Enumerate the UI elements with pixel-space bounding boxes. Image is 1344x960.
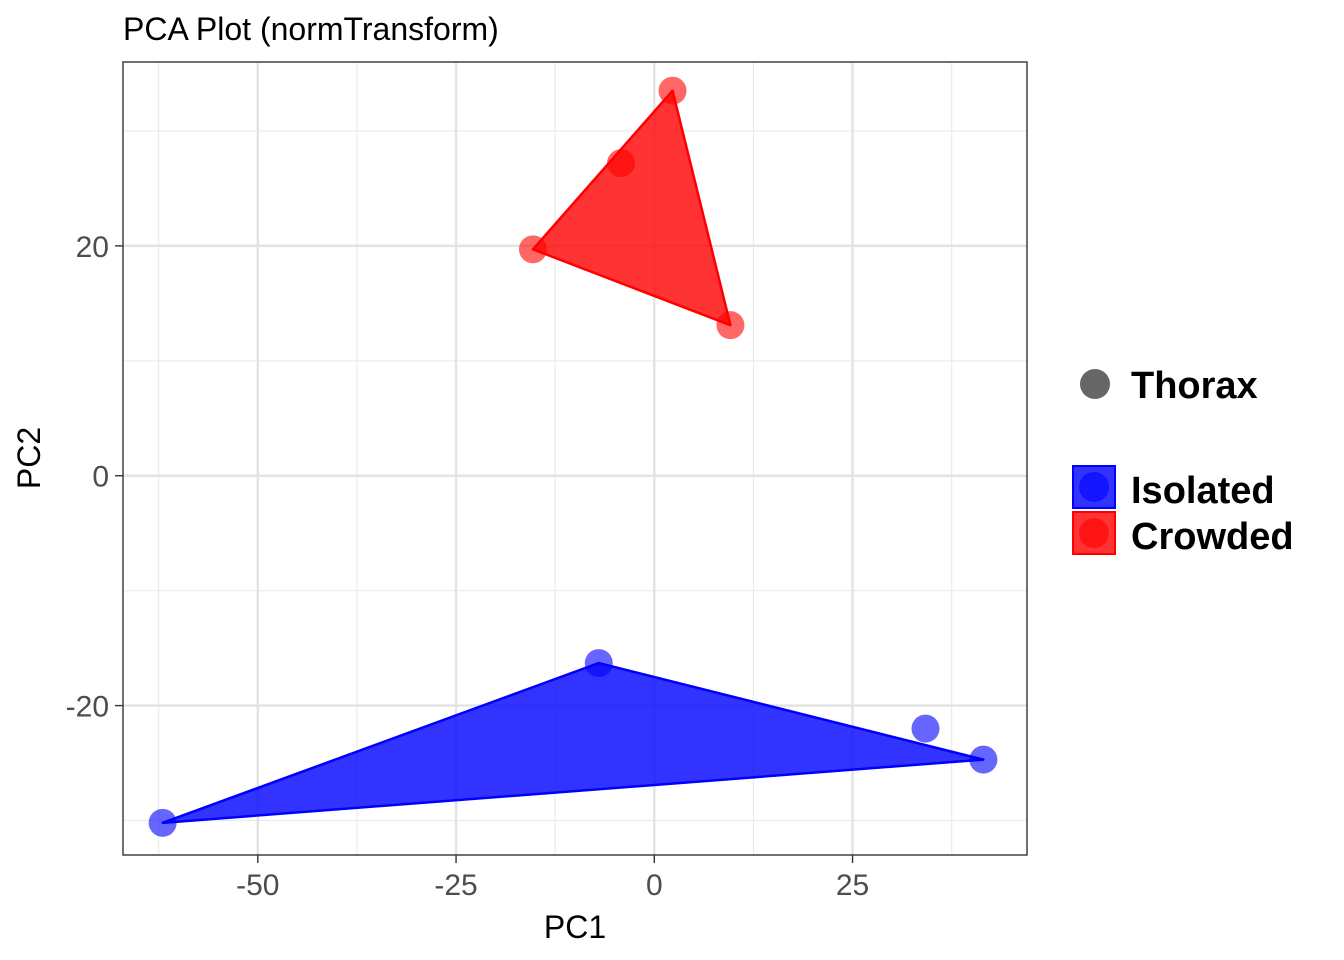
- legend-label-thorax: Thorax: [1131, 365, 1258, 407]
- data-point-crowded: [658, 76, 687, 105]
- group-hulls: [161, 89, 985, 825]
- y-axis-ticks: -20 0 20: [66, 231, 123, 724]
- legend-label-isolated: Isolated: [1131, 470, 1275, 512]
- legend-shape-key: [1080, 369, 1110, 399]
- legend-key-dot-isolated: [1079, 472, 1109, 502]
- data-point-isolated: [969, 745, 998, 774]
- x-tick-label: 0: [646, 869, 663, 902]
- plot-panel-border: [122, 61, 1028, 856]
- hull-crowded: [531, 89, 732, 327]
- x-tick-label: -50: [236, 869, 279, 902]
- y-axis-title: PC2: [11, 427, 47, 489]
- legend-key-dot-crowded: [1079, 518, 1109, 548]
- x-axis-ticks: -50 -25 0 25: [236, 855, 869, 902]
- hull-isolated: [161, 661, 985, 825]
- y-tick-label: 0: [92, 461, 109, 494]
- data-point-crowded: [606, 149, 635, 178]
- x-tick-label: 25: [836, 869, 869, 902]
- legend: Thorax Isolated Crowded: [1072, 365, 1294, 558]
- legend-label-crowded: Crowded: [1131, 516, 1294, 558]
- data-point-isolated: [911, 714, 940, 743]
- minor-gridlines: [123, 62, 1027, 855]
- data-point-isolated: [148, 808, 177, 837]
- data-point-isolated: [584, 649, 613, 678]
- chart-title: PCA Plot (normTransform): [123, 11, 499, 47]
- y-tick-label: -20: [66, 691, 109, 724]
- y-tick-label: 20: [76, 231, 109, 264]
- data-points: [148, 76, 998, 837]
- x-tick-label: -25: [434, 869, 477, 902]
- x-axis-title: PC1: [544, 909, 606, 945]
- data-point-crowded: [716, 311, 745, 340]
- data-point-crowded: [518, 235, 547, 264]
